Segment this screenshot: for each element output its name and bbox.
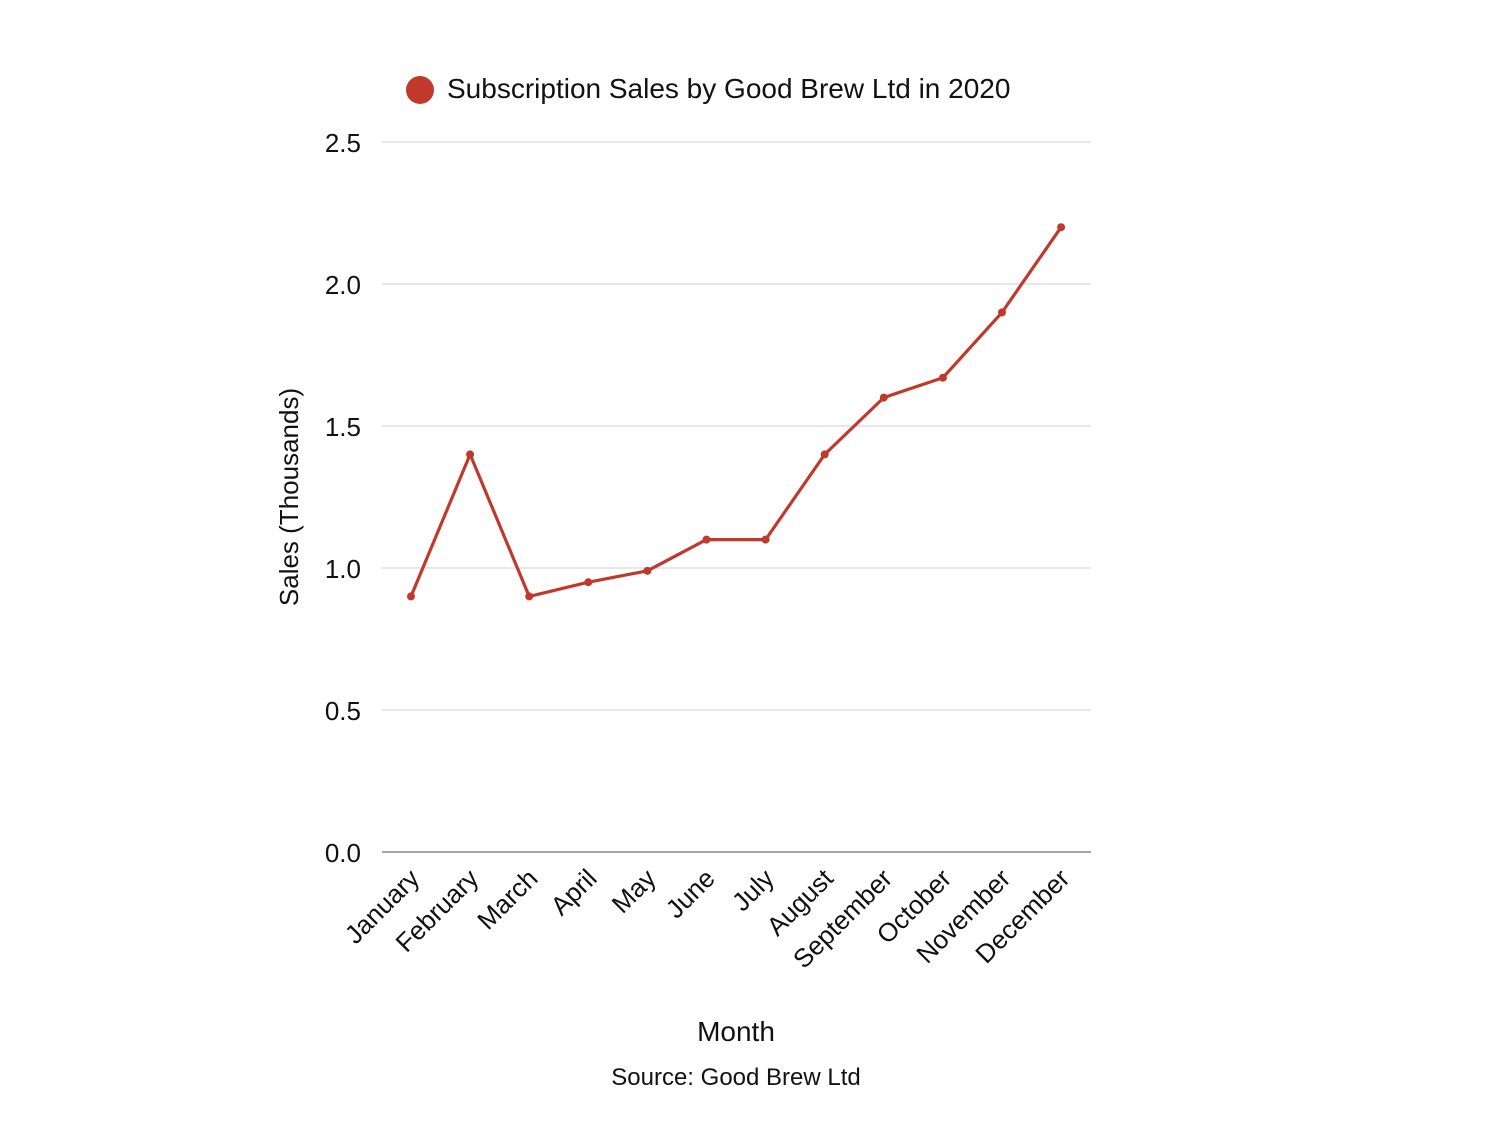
x-tick-label: June — [660, 863, 721, 924]
x-tick-label: May — [606, 863, 662, 919]
gridlines — [382, 141, 1091, 711]
y-tick-label: 1.0 — [325, 554, 361, 584]
source-note: Source: Good Brew Ltd — [611, 1064, 860, 1091]
data-point — [879, 393, 888, 402]
legend-label: Subscription Sales by Good Brew Ltd in 2… — [447, 73, 1010, 104]
y-axis-label: Sales (Thousands) — [274, 388, 304, 606]
data-point — [820, 450, 829, 459]
data-point — [643, 566, 652, 575]
data-point — [407, 592, 415, 601]
data-point — [525, 592, 534, 601]
y-tick-label: 1.5 — [325, 412, 361, 442]
data-point — [584, 578, 593, 587]
data-point — [466, 450, 475, 459]
x-tick-label: April — [545, 863, 603, 921]
data-point — [938, 373, 947, 382]
data-point — [1057, 223, 1066, 232]
y-tick-label: 0.5 — [325, 696, 361, 726]
data-point — [998, 308, 1006, 317]
series-line — [409, 226, 1063, 599]
data-point — [702, 535, 711, 544]
x-tick-label: March — [471, 863, 543, 935]
y-axis-ticks: 0.0 0.5 1.0 1.5 2.0 2.5 — [325, 128, 361, 868]
series-group — [407, 223, 1066, 601]
y-tick-label: 2.0 — [325, 270, 361, 300]
x-axis-label: Month — [697, 1016, 775, 1047]
y-tick-label: 2.5 — [325, 128, 361, 158]
data-point — [761, 535, 770, 544]
y-tick-label: 0.0 — [325, 838, 361, 868]
legend-marker — [406, 76, 434, 104]
legend: Subscription Sales by Good Brew Ltd in 2… — [406, 73, 1010, 104]
